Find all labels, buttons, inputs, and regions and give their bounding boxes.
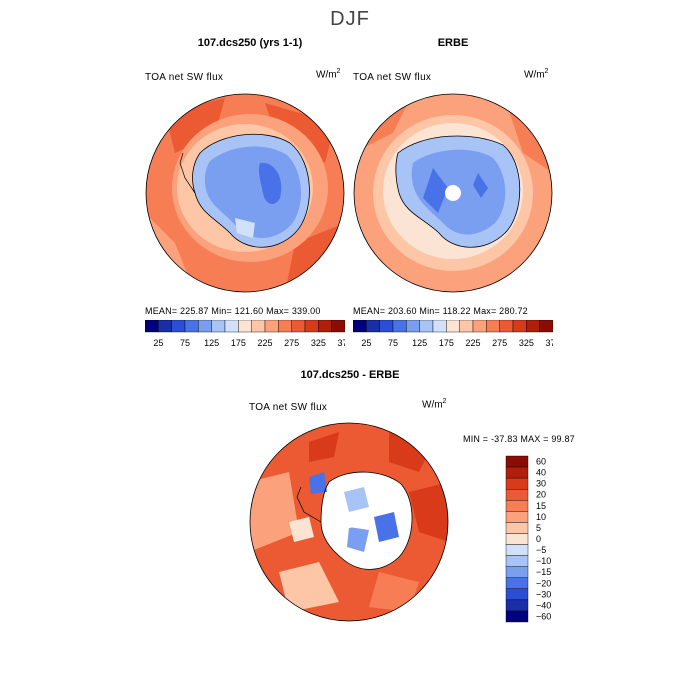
panel-1-variable: TOA net SW flux bbox=[145, 72, 224, 83]
panel-3-stats: MIN = -37.83 MAX = 99.87 bbox=[463, 434, 575, 444]
panel-2-colorbar-tick-label: 175 bbox=[439, 338, 454, 348]
panel-3-colorbar-swatch bbox=[505, 477, 529, 490]
panel-2-colorbar-tick-label: 25 bbox=[361, 338, 371, 348]
panel-3-colorbar-swatch bbox=[505, 533, 529, 545]
panel-2-colorbar-swatch bbox=[472, 320, 487, 333]
panel-2-colorbar-swatch bbox=[499, 320, 514, 333]
panel-2-colorbar-swatch bbox=[539, 320, 553, 333]
panel-1-units: W/m2 bbox=[316, 68, 341, 81]
panel-3-colorbar-tick-label: −10 bbox=[536, 556, 551, 566]
panel-1-colorbar: 25 75 125 175 225 275 325 375 bbox=[145, 320, 345, 348]
panel-3-colorbar-tick-label: 20 bbox=[536, 490, 546, 500]
panel-2-variable: TOA net SW flux bbox=[353, 72, 432, 83]
panel-3-colorbar-swatch bbox=[505, 511, 529, 523]
panel-3-colorbar-swatch bbox=[505, 566, 529, 578]
panel-3-colorbar-tick-label: −40 bbox=[536, 600, 551, 610]
panel-1-polar-map bbox=[145, 93, 345, 293]
panel-1-colorbar-swatch bbox=[211, 320, 226, 333]
panel-2-colorbar-swatch bbox=[512, 320, 527, 333]
panel-2-colorbar-swatch bbox=[406, 320, 420, 333]
panel-2-colorbar: 25 75 125 175 225 275 325 375 bbox=[353, 320, 553, 348]
panel-1-colorbar-swatch bbox=[184, 320, 199, 333]
panel-2-colorbar-swatch bbox=[432, 320, 447, 333]
panel-1-colorbar-swatch bbox=[251, 320, 266, 333]
panel-3-colorbar-tick-label: 10 bbox=[536, 512, 546, 522]
panel-3-variable: TOA net SW flux bbox=[249, 402, 328, 413]
panel-2-colorbar-swatch bbox=[353, 320, 367, 333]
panel-3-colorbar-swatch bbox=[505, 610, 529, 623]
panel-3-units: W/m2 bbox=[422, 398, 447, 411]
panel-2-colorbar-tick-label: 325 bbox=[519, 338, 534, 348]
panel-1-colorbar-tick-label: 175 bbox=[231, 338, 246, 348]
panel-1-colorbar-tick-label: 275 bbox=[284, 338, 299, 348]
panel-1-colorbar-tick-label: 25 bbox=[153, 338, 163, 348]
panel-1-colorbar-swatch bbox=[291, 320, 306, 333]
panel-1-colorbar-tick-label: 225 bbox=[257, 338, 272, 348]
panel-3-colorbar-tick-label: −15 bbox=[536, 567, 551, 577]
panel-3-colorbar-swatch bbox=[505, 599, 529, 612]
panel-3-colorbar-tick-label: 15 bbox=[536, 501, 546, 511]
panel-1-colorbar-tick-label: 375 bbox=[337, 338, 345, 348]
panel-1-colorbar-tick-label: 325 bbox=[311, 338, 326, 348]
panel-3-colorbar-swatch bbox=[505, 577, 529, 589]
panel-2-colorbar-tick-label: 125 bbox=[412, 338, 427, 348]
panel-1-colorbar-swatch bbox=[264, 320, 279, 333]
panel-3-colorbar-tick-label: −5 bbox=[536, 545, 546, 555]
panel-3-colorbar-tick-label: 30 bbox=[536, 479, 546, 489]
panel-3-colorbar-swatch bbox=[505, 489, 529, 501]
panel-2-colorbar-swatch bbox=[526, 320, 540, 333]
panel-2-colorbar-swatch bbox=[446, 320, 460, 333]
panel-1-colorbar-swatch bbox=[224, 320, 239, 333]
panel-3-colorbar-swatch bbox=[505, 455, 529, 468]
panel-3-colorbar-tick-label: 5 bbox=[536, 523, 541, 533]
panel-2-colorbar-swatch bbox=[459, 320, 474, 333]
panel-3-colorbar-tick-label: −30 bbox=[536, 589, 551, 599]
panel-1-colorbar-swatch bbox=[278, 320, 292, 333]
panel-2-colorbar-tick-label: 75 bbox=[388, 338, 398, 348]
panel-3-colorbar-tick-label: 40 bbox=[536, 468, 546, 478]
panel-1-colorbar-swatch bbox=[158, 320, 172, 333]
panel-2-colorbar-swatch bbox=[419, 320, 434, 333]
panel-2-units: W/m2 bbox=[524, 68, 549, 81]
panel-2-colorbar-tick-label: 375 bbox=[545, 338, 553, 348]
panel-3-colorbar-swatch bbox=[505, 544, 529, 556]
panel-2-colorbar-swatch bbox=[486, 320, 500, 333]
panel-2-colorbar-swatch bbox=[379, 320, 394, 333]
panel-2-title: ERBE bbox=[437, 37, 469, 49]
panel-2-colorbar-tick-label: 225 bbox=[465, 338, 480, 348]
panel-1-stats: MEAN= 225.87 Min= 121.60 Max= 339.00 bbox=[145, 306, 321, 316]
panel-3-colorbar-swatch bbox=[505, 522, 529, 534]
panel-1-title: 107.dcs250 (yrs 1-1) bbox=[197, 37, 303, 49]
panel-3-colorbar-swatch bbox=[505, 500, 529, 512]
panel-1-colorbar-swatch bbox=[145, 320, 159, 333]
panel-1-colorbar-swatch bbox=[198, 320, 212, 333]
panel-1-colorbar-swatch bbox=[318, 320, 332, 333]
panel-1-colorbar-swatch bbox=[238, 320, 252, 333]
panel-2-colorbar-swatch bbox=[392, 320, 407, 333]
panel-3-colorbar-swatch bbox=[505, 466, 529, 479]
panel-1-colorbar-tick-label: 75 bbox=[180, 338, 190, 348]
panel-2-colorbar-tick-label: 275 bbox=[492, 338, 507, 348]
panel-3-colorbar-swatch bbox=[505, 588, 529, 601]
panel-3-colorbar-tick-label: −60 bbox=[536, 611, 551, 621]
panel-2-stats: MEAN= 203.60 Min= 118.22 Max= 280.72 bbox=[353, 306, 528, 316]
panel-3-colorbar-tick-label: 0 bbox=[536, 534, 541, 544]
panel-3-colorbar-swatch bbox=[505, 555, 529, 567]
panel-3-title: 107.dcs250 - ERBE bbox=[300, 369, 400, 381]
panel-2-colorbar-swatch bbox=[366, 320, 380, 333]
panel-3-colorbar-tick-label: 60 bbox=[536, 457, 546, 467]
panel-1-colorbar-swatch bbox=[171, 320, 186, 333]
figure-title: DJF bbox=[330, 8, 370, 30]
panel-1-colorbar-swatch bbox=[304, 320, 319, 333]
panel-1-colorbar-tick-label: 125 bbox=[204, 338, 219, 348]
panel-3-colorbar-tick-label: −20 bbox=[536, 578, 551, 588]
panel-3-polar-map bbox=[249, 422, 449, 622]
panel-1-colorbar-swatch bbox=[331, 320, 345, 333]
panel-2-polar-map bbox=[353, 93, 553, 293]
